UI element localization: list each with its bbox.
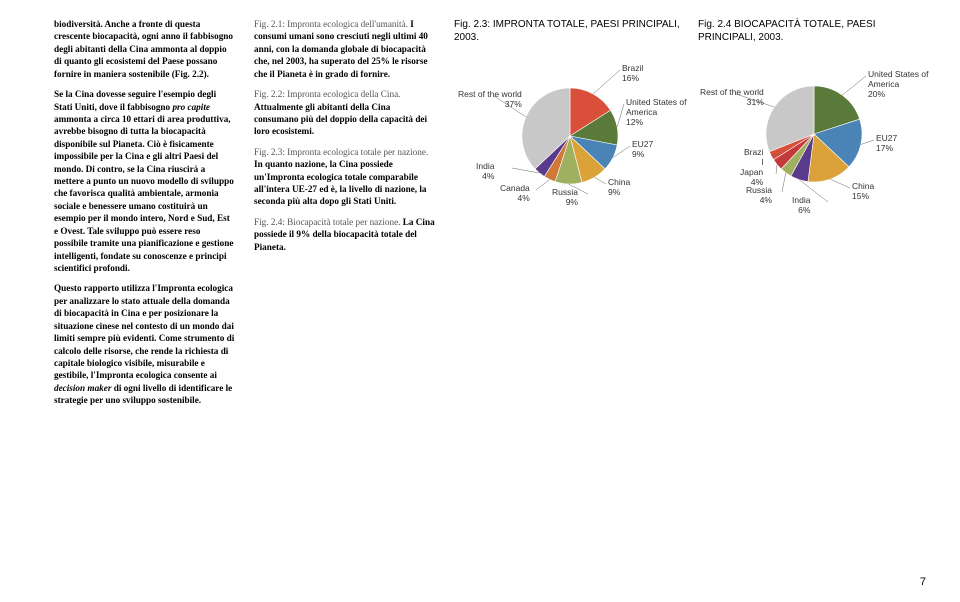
pie-1-canvas: Brazil 16%United States of America 12%EU… [454,50,678,210]
chart-column-2: Fig. 2.4 BIOCAPACITÀ TOTALE, PAESI PRINC… [698,18,924,415]
chart-column-1: Fig. 2.3: IMPRONTA TOTALE, PAESI PRINCIP… [454,18,680,415]
caption-2-4: Fig. 2.4: Biocapacità totale per nazione… [254,216,436,253]
pie-label: EU27 9% [632,140,653,160]
pie-label: Rest of the world 31% [700,88,764,108]
para-3: Questo rapporto utilizza l'Impronta ecol… [54,282,236,406]
pie-chart-impronta: Fig. 2.3: IMPRONTA TOTALE, PAESI PRINCIP… [454,18,680,210]
pie-label: China 9% [608,178,630,198]
page-number: 7 [920,576,926,588]
pie-label: Canada 4% [500,184,530,204]
page-content: biodiversità. Anche a fronte di questa c… [0,0,960,433]
pie-label: Russia 4% [746,186,772,206]
pie-label: United States of America 12% [626,98,686,127]
pie-label: EU27 17% [876,134,897,154]
pie-label: Japan 4% [740,168,763,188]
fig-title-2-4: Fig. 2.4 BIOCAPACITÀ TOTALE, PAESI PRINC… [698,18,924,44]
para-2: Se la Cina dovesse seguire l'esempio deg… [54,88,236,274]
pie-label: China 15% [852,182,874,202]
text-column-2: Fig. 2.1: Impronta ecologica dell'umanit… [254,18,436,415]
pie-2-canvas: United States of America 20%EU27 17%Chin… [698,50,922,210]
para-1: biodiversità. Anche a fronte di questa c… [54,18,236,80]
pie-label: Rest of the world 37% [458,90,522,110]
pie-label: Russia 9% [552,188,578,208]
pie-label: India 4% [476,162,494,182]
fig-title-2-3: Fig. 2.3: IMPRONTA TOTALE, PAESI PRINCIP… [454,18,680,44]
pie-chart-biocapacita: Fig. 2.4 BIOCAPACITÀ TOTALE, PAESI PRINC… [698,18,924,210]
text-column-1: biodiversità. Anche a fronte di questa c… [54,18,236,415]
pie-label: India 6% [792,196,810,216]
pie-label: United States of America 20% [868,70,928,99]
caption-2-1: Fig. 2.1: Impronta ecologica dell'umanit… [254,18,436,80]
caption-2-3: Fig. 2.3: Impronta ecologica totale per … [254,146,436,208]
caption-2-2: Fig. 2.2: Impronta ecologica della Cina.… [254,88,436,138]
pie-label: Brazil 16% [622,64,643,84]
pie-label: Brazi l [744,148,763,168]
